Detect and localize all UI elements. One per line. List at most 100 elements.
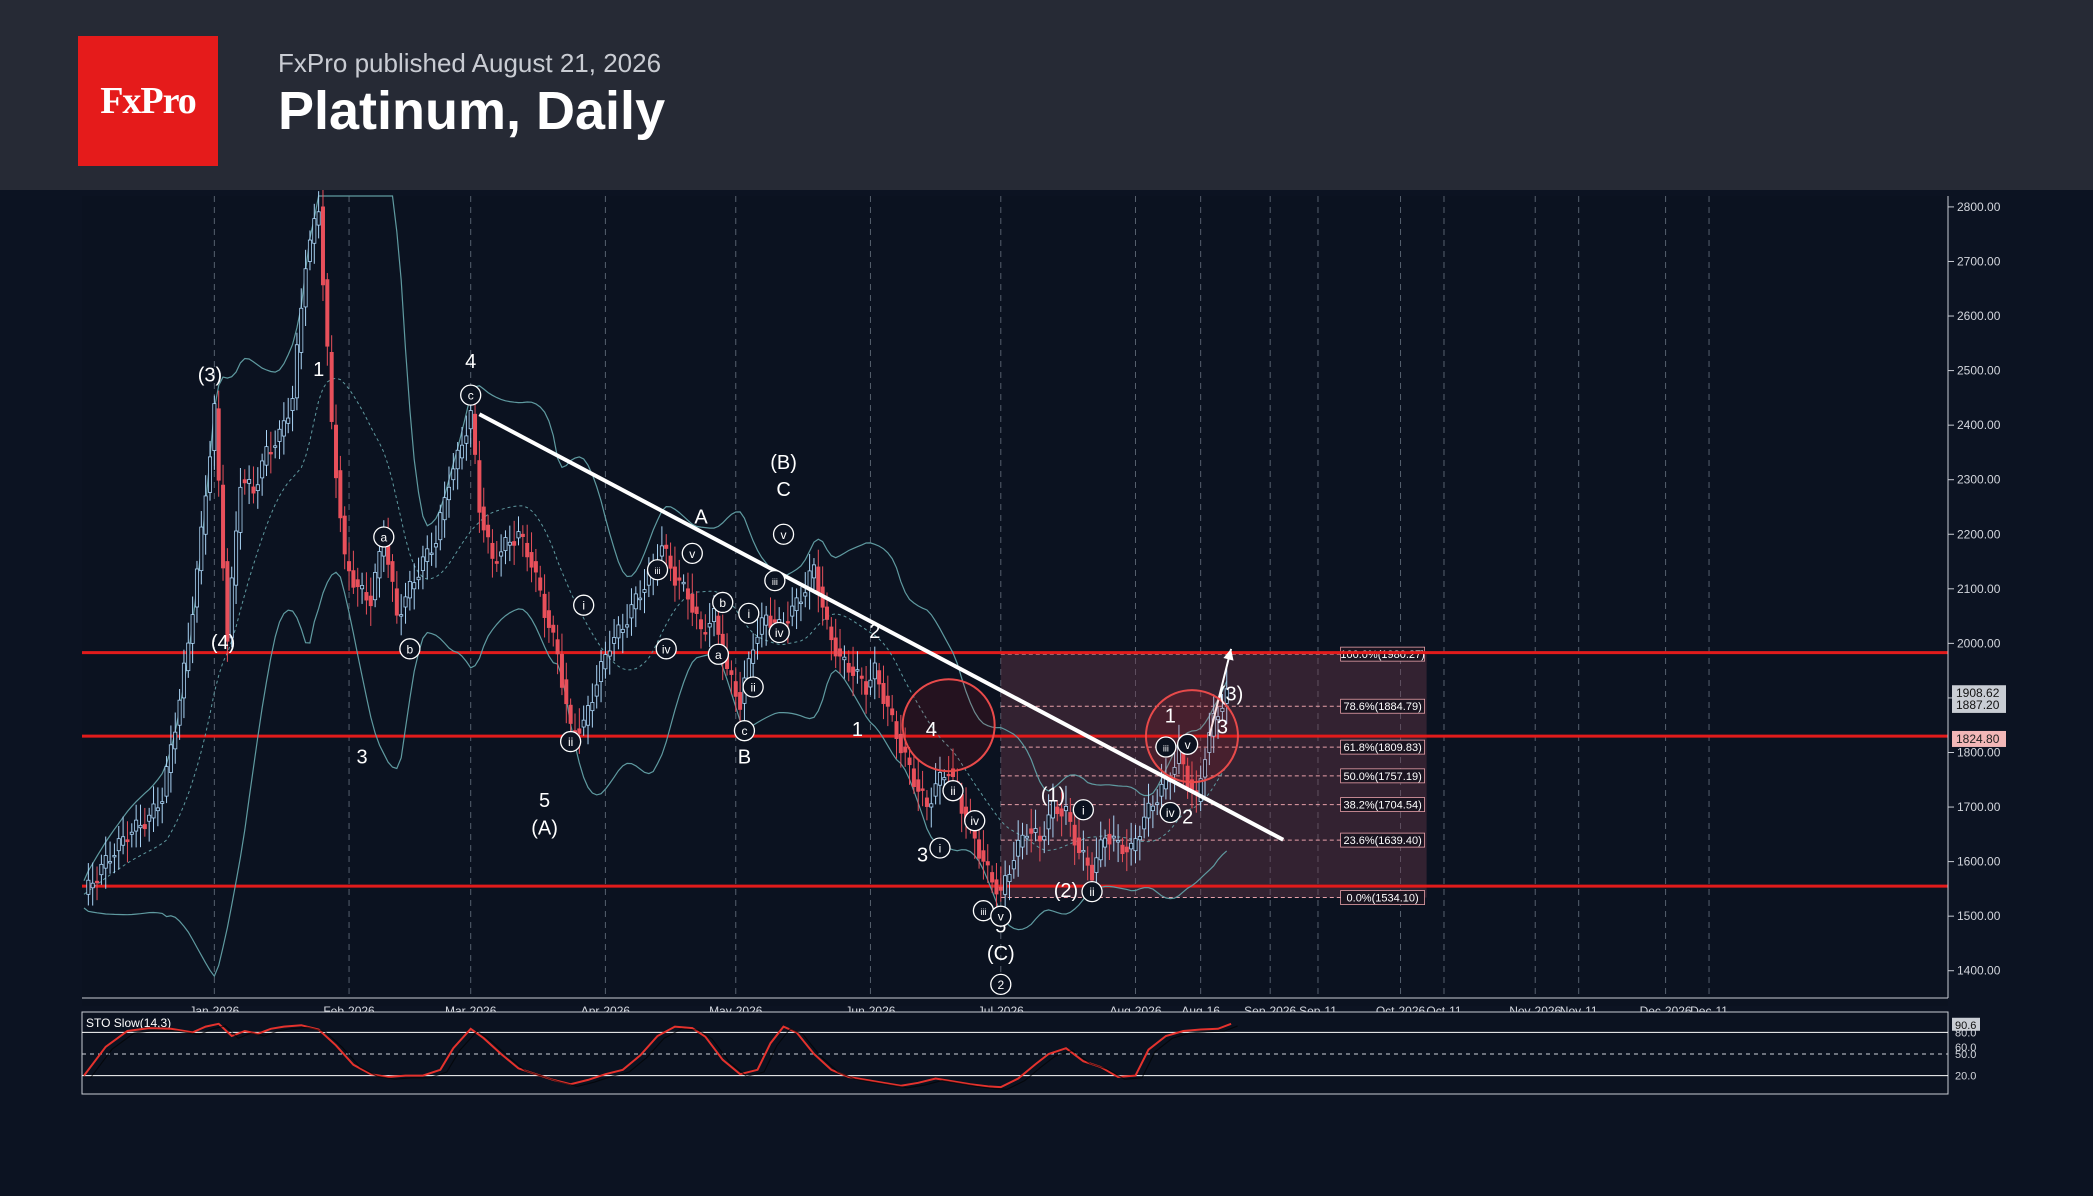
fibonacci-label: 0.0%(1534.10) [1347,893,1419,905]
candle-body [1029,828,1034,834]
candle-body [1046,814,1051,830]
candle-body [790,605,795,617]
wave-labels: (3)(4)1345(A)AB(B)C21435(C)(1)(2)123(3)c… [198,351,1243,996]
candle-body [668,555,673,569]
candle-body [125,839,130,843]
candle-body [316,211,321,226]
fibonacci-label-box [1340,768,1426,784]
last-price-tag: 1887.20 [1956,698,2000,712]
candle-body [977,839,982,859]
candle-body [564,679,569,705]
candle-body [303,268,308,308]
candle-body [460,444,465,459]
wave-circle [573,594,595,616]
y-tick-label: 2800.00 [1957,200,2001,214]
candle-body [642,589,647,593]
candle-body [273,445,278,448]
wave-circle [1176,733,1199,755]
bollinger-middle [83,377,1228,895]
candle-body [1090,864,1095,881]
candle-body [116,838,121,852]
last-price-tag-box [1952,696,2006,713]
wave-label: A [694,506,708,528]
y-tick-label: 1700.00 [1957,800,2001,814]
candle-body [277,428,282,442]
wave-circle [772,523,795,545]
candle-body [1116,840,1121,843]
candle-body [451,468,456,481]
candle-body [507,541,512,546]
wave-circle-label: v [689,547,695,561]
candle-body [351,570,356,588]
candle-body [160,801,165,804]
candle-body [99,863,104,876]
candle-body [490,542,495,559]
candle-body [772,619,777,623]
candle-body [807,570,812,590]
candle-body [338,470,343,519]
candle-body [1224,688,1229,704]
candle-body [90,882,95,889]
candle-body [360,585,365,590]
candle-body [581,719,586,728]
candle-body [294,344,299,399]
candle-body [846,662,851,673]
wave-circle-label: v [781,528,787,542]
candle-body [438,512,443,541]
candle-body [924,797,929,807]
candle-body [425,548,430,562]
candle-body [920,788,925,791]
candle-body [516,531,521,539]
wave-circle-label: iii [655,566,661,576]
candle-body [1220,707,1225,712]
candle-body [533,561,538,573]
candle-body [842,656,847,661]
candle-body [464,435,469,444]
wave-circle [929,837,951,859]
wave-circle [768,621,790,644]
wave-circle-label: 2 [997,978,1004,992]
y-tick-label: 2500.00 [1957,364,2001,378]
candle-body [525,542,530,558]
candle-body [368,595,373,607]
candle-body [221,484,226,569]
candle-body [694,606,699,614]
candle-body [342,515,347,555]
candle-body [729,670,734,675]
candle-body [803,592,808,597]
trendline [478,412,1285,842]
candle-body [911,768,916,788]
candle-body [951,768,956,778]
candle-body [1159,783,1164,797]
candle-body [86,879,91,895]
candle-body [334,424,339,479]
candle-body [173,731,178,750]
horizontal-levels [82,651,1948,888]
candle-body [594,684,599,697]
wave-circle [712,591,734,614]
candle-body [212,403,217,452]
wave-label: (A) [531,817,558,839]
candle-body [147,814,152,822]
candle-body [824,606,829,620]
fibonacci-label-box [1340,797,1426,812]
candle-body [520,533,525,537]
wave-circle-label: iii [1163,744,1169,754]
candle-body [838,648,843,657]
wave-circle-label: i [747,607,750,621]
candle-body [1111,835,1116,839]
stochastic-tick-label: 90.6 [1955,1020,1976,1032]
candle-body [764,614,769,626]
candle-body [312,218,317,244]
candle-body [811,564,816,579]
candle-body [112,855,117,858]
chart-title: Platinum, Daily [278,81,666,141]
candle-body [855,669,860,672]
candle-body [707,622,712,628]
candle-body [251,486,256,494]
wave-label: (4) [211,632,235,654]
candle-body [268,452,273,455]
header-bar: FxPro FxPro published August 21, 2026 Pl… [0,0,2093,190]
candle-body [1155,802,1160,805]
candle-body [181,662,186,699]
